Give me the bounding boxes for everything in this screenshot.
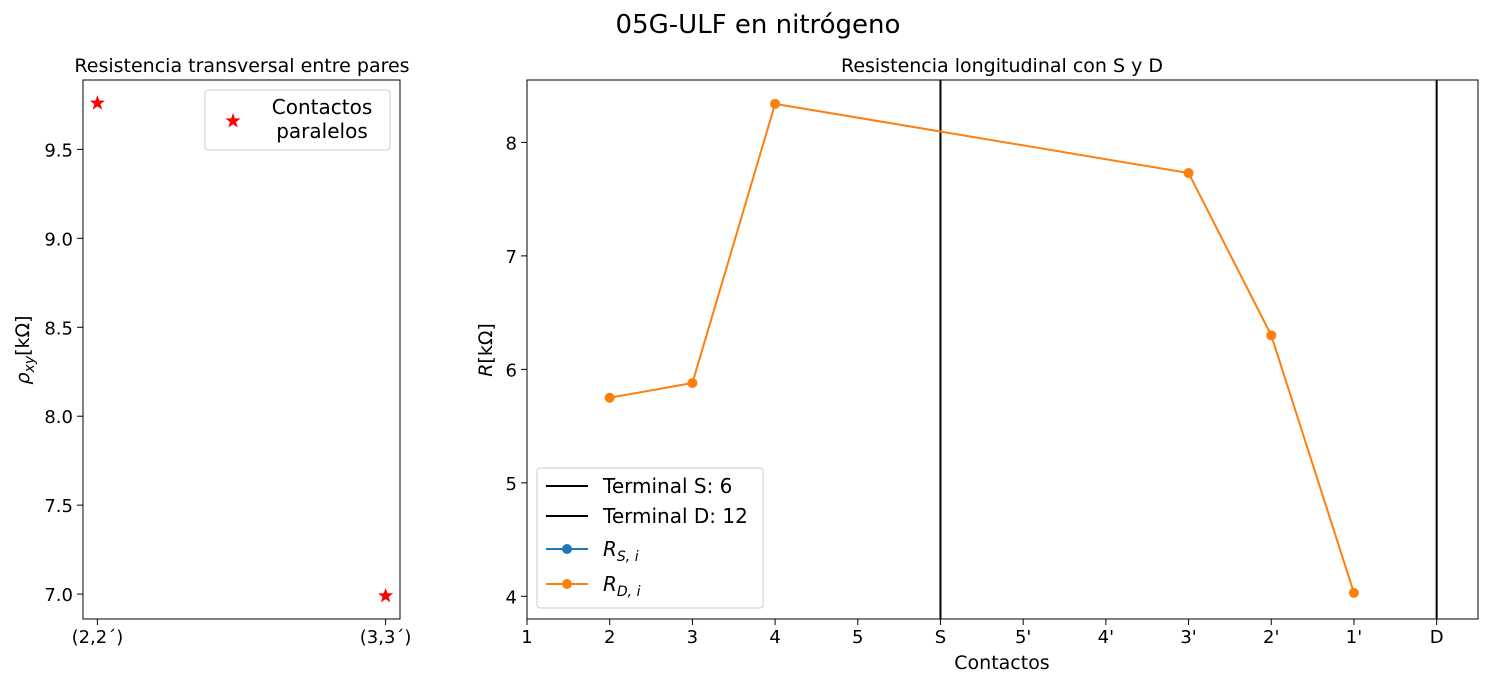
figure-title: 05G-ULF en nitrógeno — [616, 10, 901, 40]
y-tick-label: 4 — [506, 587, 517, 608]
legend-label-rd-main: R — [603, 572, 617, 596]
plot-frame-transversal — [82, 79, 401, 620]
data-point — [687, 377, 698, 388]
y-axis-label-transversal: ρxy[kΩ] — [12, 316, 38, 385]
x-tick-label: 1 — [521, 627, 532, 648]
y-tick-label: 7 — [506, 247, 517, 268]
left-ticks: 7.0 7.5 8.0 8.5 9.0 9.5 (2,2´) (3,3´) — [44, 140, 411, 648]
legend-label-rd: RD, i — [603, 572, 641, 600]
y-tick-label: 8.0 — [44, 407, 73, 428]
y-axis-label-r: R — [475, 364, 497, 377]
right-ticks: 4 5 6 7 8 1 2 3 4 5 S 5' 4' 3' 2' 1' D — [506, 133, 1444, 648]
y-tick-label: 9.5 — [44, 140, 73, 161]
data-point — [1348, 587, 1359, 598]
data-point — [604, 392, 615, 403]
data-point-star — [377, 587, 394, 603]
x-tick-label: 4 — [769, 627, 780, 648]
x-tick-label: 1' — [1346, 627, 1362, 648]
y-tick-label: 8.5 — [44, 318, 73, 339]
chart-title-transversal: Resistencia transversal entre pares — [74, 55, 409, 77]
series-line — [609, 102, 1355, 594]
y-tick-label: 5 — [506, 474, 517, 495]
y-tick-label: 6 — [506, 360, 517, 381]
y-axis-label-r-unit: [kΩ] — [475, 323, 497, 363]
x-tick-label: 2 — [604, 627, 615, 648]
y-axis-label-longitudinal: R[kΩ] — [475, 323, 497, 377]
x-tick-label: D — [1430, 627, 1444, 648]
chart-transversal: Resistencia transversal entre pares ρxy[… — [12, 55, 411, 648]
legend-label-rs: RS, i — [603, 537, 639, 565]
legend-star-icon — [225, 113, 241, 128]
plot-frame-longitudinal — [526, 79, 1479, 620]
y-tick-label: 7.5 — [44, 496, 73, 517]
x-tick-label: 5 — [852, 627, 863, 648]
x-axis-label-longitudinal: Contactos — [954, 652, 1049, 674]
legend-marker-rd — [562, 579, 572, 589]
x-tick-label: 3 — [687, 627, 698, 648]
legend-label-rs-main: R — [603, 537, 617, 561]
legend-label-rs-sub: S, i — [617, 549, 639, 565]
legend-label-terminal-s: Terminal S: 6 — [602, 474, 732, 498]
x-tick-label: 2' — [1263, 627, 1279, 648]
left-marks — [89, 95, 394, 603]
x-tick-label: S — [935, 627, 946, 648]
y-axis-label-sub: xy — [22, 355, 38, 373]
chart-longitudinal: Resistencia longitudinal con S y D R[kΩ]… — [475, 55, 1479, 674]
data-point — [770, 98, 781, 109]
y-tick-label: 8 — [506, 133, 517, 154]
x-tick-label: 3' — [1180, 627, 1196, 648]
legend-transversal: Contactos paralelos — [204, 89, 391, 151]
legend-box-transversal — [204, 89, 391, 151]
data-point-star — [89, 95, 106, 110]
legend-label-line2: paralelos — [276, 119, 368, 143]
data-point — [1266, 330, 1277, 341]
data-point — [1183, 168, 1194, 179]
legend-longitudinal: Terminal S: 6 Terminal D: 12 RS, i RD, i — [536, 467, 764, 609]
right-marks — [604, 98, 1359, 598]
legend-box-longitudinal — [536, 467, 764, 609]
x-tick-label: 5' — [1015, 627, 1031, 648]
y-axis-label-unit: [kΩ] — [12, 316, 34, 356]
x-tick-label: 4' — [1098, 627, 1114, 648]
y-tick-label: 9.0 — [44, 229, 73, 250]
right-vlines — [939, 80, 1438, 619]
y-axis-label-main: ρ — [12, 372, 34, 384]
legend-marker-rs — [562, 544, 572, 554]
legend-label-line1: Contactos — [272, 95, 372, 119]
legend-label-rd-sub: D, i — [617, 584, 641, 600]
x-tick-label: (2,2´) — [72, 627, 124, 648]
y-tick-label: 7.0 — [44, 585, 73, 606]
x-tick-label: (3,3´) — [360, 627, 412, 648]
legend-label-terminal-d: Terminal D: 12 — [602, 504, 748, 528]
chart-title-longitudinal: Resistencia longitudinal con S y D — [841, 55, 1163, 77]
